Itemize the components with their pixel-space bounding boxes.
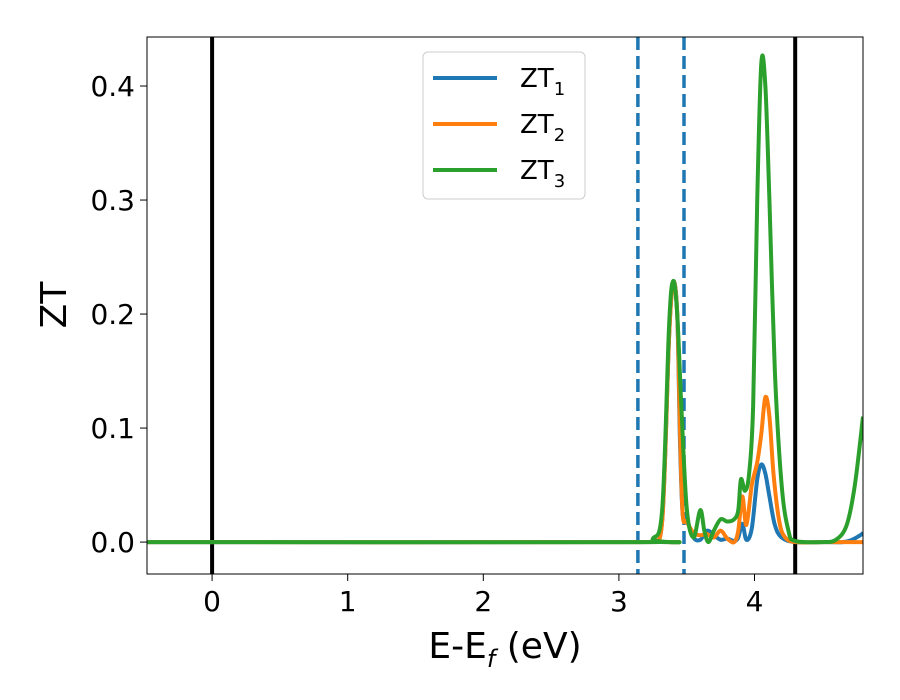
legend-label: ZT3 (520, 156, 565, 192)
x-tick-label: 1 (339, 585, 357, 618)
x-tick-label: 2 (474, 585, 492, 618)
y-tick-label: 0.1 (90, 412, 135, 445)
legend: ZT1 ZT2 ZT3 (422, 51, 586, 200)
x-tick-label: 3 (610, 585, 628, 618)
series-line-zt3 (147, 53, 863, 545)
y-tick-label: 0.2 (90, 298, 135, 331)
y-tick-label: 0.3 (90, 184, 135, 217)
y-tick-label: 0.0 (90, 526, 135, 559)
legend-entry-zt1: ZT1 (433, 64, 565, 100)
y-tick-label: 0.4 (90, 70, 135, 103)
x-axis-ticks: 0 1 2 3 4 (203, 574, 763, 618)
plot-frame (146, 36, 864, 575)
legend-box (422, 51, 586, 200)
x-axis-label: E-Ef (eV) (428, 626, 581, 673)
x-tick-label: 4 (746, 585, 764, 618)
x-tick-label: 0 (203, 585, 221, 618)
series-lines (147, 53, 863, 545)
legend-entry-zt3: ZT3 (433, 156, 565, 192)
legend-label: ZT2 (520, 110, 565, 146)
legend-entry-zt2: ZT2 (433, 110, 565, 146)
y-axis-ticks: 0.0 0.1 0.2 0.3 0.4 (90, 70, 147, 559)
legend-label: ZT1 (520, 64, 565, 100)
y-axis-label: ZT (34, 281, 75, 329)
